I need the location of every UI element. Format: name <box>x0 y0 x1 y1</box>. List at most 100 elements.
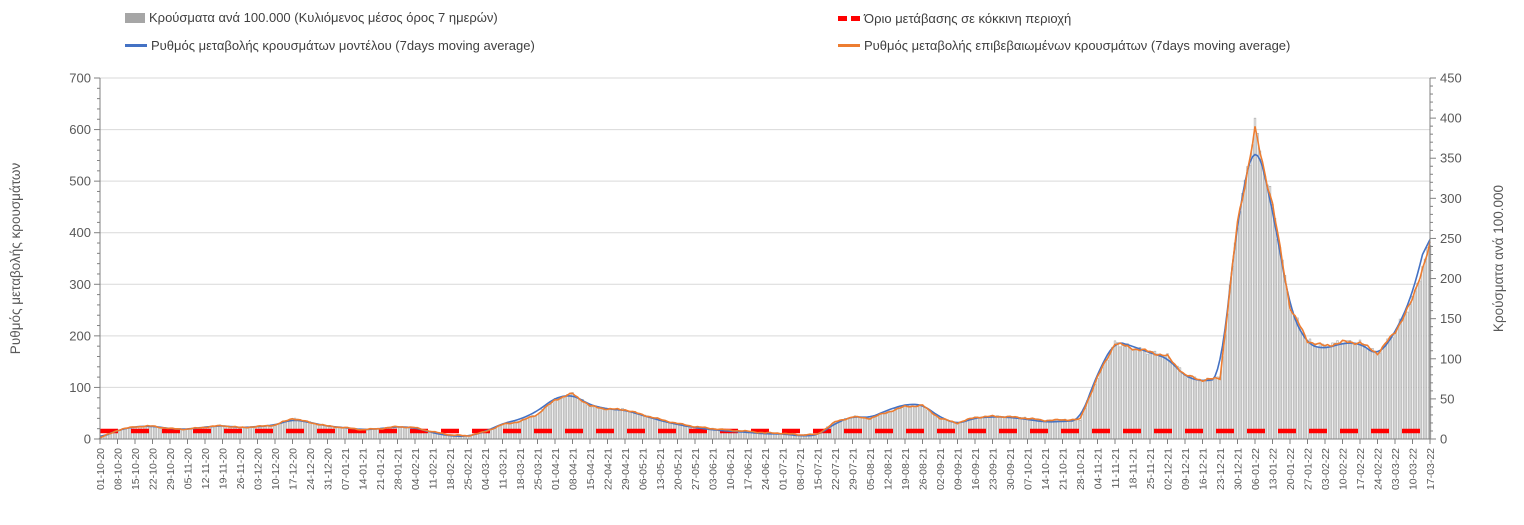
svg-text:07-01-21: 07-01-21 <box>340 448 352 490</box>
gray-bar-swatch <box>125 12 145 23</box>
svg-text:11-11-21: 11-11-21 <box>1110 448 1122 489</box>
svg-text:01-10-20: 01-10-20 <box>95 448 107 490</box>
svg-text:08-10-20: 08-10-20 <box>113 448 125 490</box>
svg-text:300: 300 <box>1440 191 1462 206</box>
svg-text:100: 100 <box>1440 351 1462 366</box>
svg-text:15-10-20: 15-10-20 <box>130 448 142 490</box>
legend-label-confirmed-line: Ρυθμός μεταβολής επιβεβαιωμένων κρουσμάτ… <box>864 38 1291 53</box>
svg-text:16-12-21: 16-12-21 <box>1198 448 1210 490</box>
svg-text:24-06-21: 24-06-21 <box>760 448 772 490</box>
left-axis-ticks: 0 100 200 300 400 500 600 700 <box>69 71 100 447</box>
svg-text:26-11-20: 26-11-20 <box>235 448 247 489</box>
svg-text:19-11-20: 19-11-20 <box>218 448 230 489</box>
svg-text:12-08-21: 12-08-21 <box>883 448 895 490</box>
svg-text:06-01-22: 06-01-22 <box>1250 448 1262 490</box>
svg-text:700: 700 <box>69 71 91 86</box>
svg-text:05-08-21: 05-08-21 <box>865 448 877 490</box>
svg-text:03-06-21: 03-06-21 <box>708 448 720 490</box>
svg-text:02-09-21: 02-09-21 <box>935 448 947 490</box>
svg-text:13-05-21: 13-05-21 <box>655 448 667 490</box>
svg-text:13-01-22: 13-01-22 <box>1268 448 1280 490</box>
svg-text:26-08-21: 26-08-21 <box>918 448 930 490</box>
svg-text:04-02-21: 04-02-21 <box>410 448 422 490</box>
svg-text:200: 200 <box>1440 271 1462 286</box>
legend-item-cases-bars: Κρούσματα ανά 100.000 (Κυλιόμενος μέσος … <box>125 11 498 24</box>
svg-text:04-03-21: 04-03-21 <box>480 448 492 490</box>
svg-text:250: 250 <box>1440 231 1462 246</box>
svg-text:24-02-22: 24-02-22 <box>1373 448 1385 490</box>
legend-label-red-threshold: Όριο μετάβασης σε κόκκινη περιοχή <box>864 11 1072 26</box>
svg-text:21-01-21: 21-01-21 <box>375 448 387 490</box>
svg-text:06-05-21: 06-05-21 <box>638 448 650 490</box>
svg-text:11-03-21: 11-03-21 <box>498 448 510 489</box>
svg-text:14-01-21: 14-01-21 <box>358 448 370 490</box>
svg-text:09-09-21: 09-09-21 <box>953 448 965 490</box>
svg-text:29-04-21: 29-04-21 <box>620 448 632 490</box>
svg-text:03-12-20: 03-12-20 <box>253 448 265 490</box>
svg-text:24-12-20: 24-12-20 <box>305 448 317 490</box>
svg-text:400: 400 <box>69 225 91 240</box>
svg-text:27-05-21: 27-05-21 <box>690 448 702 490</box>
svg-text:600: 600 <box>69 122 91 137</box>
svg-text:03-02-22: 03-02-22 <box>1320 448 1332 490</box>
svg-text:30-12-21: 30-12-21 <box>1233 448 1245 490</box>
svg-text:02-12-21: 02-12-21 <box>1163 448 1175 490</box>
svg-text:450: 450 <box>1440 71 1462 86</box>
svg-text:31-12-20: 31-12-20 <box>323 448 335 490</box>
right-axis-ticks: 0 50 100 150 200 250 300 350 400 450 <box>1430 71 1462 447</box>
svg-text:15-07-21: 15-07-21 <box>813 448 825 490</box>
svg-text:19-08-21: 19-08-21 <box>900 448 912 490</box>
svg-text:05-11-20: 05-11-20 <box>183 448 195 489</box>
legend-item-confirmed-line: Ρυθμός μεταβολής επιβεβαιωμένων κρουσμάτ… <box>838 39 1290 52</box>
svg-text:01-04-21: 01-04-21 <box>550 448 562 490</box>
svg-text:10-12-20: 10-12-20 <box>270 448 282 490</box>
svg-text:150: 150 <box>1440 311 1462 326</box>
svg-text:23-12-21: 23-12-21 <box>1215 448 1227 490</box>
x-axis-ticks: 01-10-20 08-10-20 15-10-20 22-10-20 29-10-20… <box>95 439 1437 490</box>
svg-text:20-01-22: 20-01-22 <box>1285 448 1297 490</box>
svg-text:22-10-20: 22-10-20 <box>148 448 160 490</box>
svg-text:12-11-20: 12-11-20 <box>200 448 212 489</box>
svg-text:03-03-22: 03-03-22 <box>1390 448 1402 490</box>
svg-text:21-10-21: 21-10-21 <box>1058 448 1070 490</box>
svg-text:400: 400 <box>1440 111 1462 126</box>
svg-text:25-03-21: 25-03-21 <box>533 448 545 490</box>
svg-text:08-07-21: 08-07-21 <box>795 448 807 490</box>
left-axis-title: Ρυθμός μεταβολής κρουσμάτων <box>8 163 23 355</box>
svg-text:23-09-21: 23-09-21 <box>988 448 1000 490</box>
svg-text:01-07-21: 01-07-21 <box>778 448 790 490</box>
svg-text:18-11-21: 18-11-21 <box>1128 448 1140 489</box>
svg-text:18-03-21: 18-03-21 <box>515 448 527 490</box>
svg-text:29-07-21: 29-07-21 <box>848 448 860 490</box>
svg-text:200: 200 <box>69 328 91 343</box>
svg-text:28-10-21: 28-10-21 <box>1075 448 1087 490</box>
orange-line-swatch <box>838 44 860 47</box>
legend-label-cases-bars: Κρούσματα ανά 100.000 (Κυλιόμενος μέσος … <box>149 10 498 25</box>
svg-text:350: 350 <box>1440 151 1462 166</box>
svg-text:300: 300 <box>69 277 91 292</box>
legend-item-red-threshold: Όριο μετάβασης σε κόκκινη περιοχή <box>838 12 1071 25</box>
svg-text:10-03-22: 10-03-22 <box>1408 448 1420 490</box>
svg-text:10-06-21: 10-06-21 <box>725 448 737 490</box>
svg-text:16-09-21: 16-09-21 <box>970 448 982 490</box>
svg-text:17-06-21: 17-06-21 <box>743 448 755 490</box>
svg-text:27-01-22: 27-01-22 <box>1303 448 1315 490</box>
svg-text:50: 50 <box>1440 391 1454 406</box>
svg-text:17-12-20: 17-12-20 <box>288 448 300 490</box>
svg-text:15-04-21: 15-04-21 <box>585 448 597 490</box>
svg-text:07-10-21: 07-10-21 <box>1023 448 1035 490</box>
svg-text:25-11-21: 25-11-21 <box>1145 448 1157 489</box>
svg-text:0: 0 <box>1440 432 1447 447</box>
svg-text:17-02-22: 17-02-22 <box>1355 448 1367 490</box>
svg-text:0: 0 <box>84 432 91 447</box>
svg-text:100: 100 <box>69 380 91 395</box>
confirmed-line-series <box>99 126 1431 439</box>
svg-text:22-07-21: 22-07-21 <box>830 448 842 490</box>
svg-text:30-09-21: 30-09-21 <box>1005 448 1017 490</box>
svg-text:20-05-21: 20-05-21 <box>673 448 685 490</box>
svg-text:10-02-22: 10-02-22 <box>1338 448 1350 490</box>
svg-text:11-02-21: 11-02-21 <box>428 448 440 489</box>
red-dash-swatch <box>838 16 860 21</box>
right-axis-title: Κρούσματα ανά 100.000 <box>1491 185 1506 332</box>
